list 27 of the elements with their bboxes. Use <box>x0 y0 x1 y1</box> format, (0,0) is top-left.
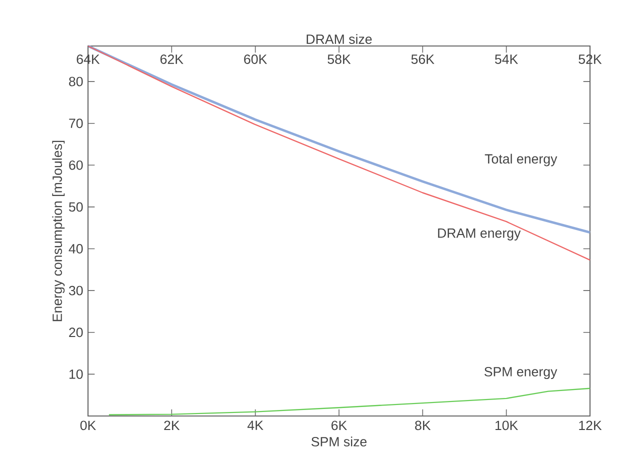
x-tick-label: 6K <box>332 420 348 430</box>
x-tick-label: 8K <box>415 420 431 430</box>
x2-tick-label: 56K <box>411 54 434 64</box>
y-tick-label: 40 <box>68 244 83 254</box>
y-tick-label: 20 <box>69 328 83 338</box>
x2-axis-title: DRAM size <box>306 34 372 44</box>
x-tick-label: 12K <box>579 420 602 430</box>
y-tick-label: 50 <box>69 202 83 212</box>
x-tick-label: 4K <box>248 420 264 430</box>
y-tick-label: 10 <box>69 369 83 379</box>
x2-tick-label: 62K <box>160 54 184 64</box>
y-tick-label: 30 <box>68 286 83 296</box>
x2-tick-label: 58K <box>328 54 351 64</box>
x-tick-label: 0K <box>80 420 96 430</box>
y-tick-label: 80 <box>69 76 83 86</box>
y-axis-title: Energy consumption [mJoules] <box>52 140 65 322</box>
x2-tick-label: 60K <box>244 54 268 64</box>
line-series <box>108 388 591 416</box>
y-tick-label: 70 <box>69 118 83 128</box>
x-axis-title: SPM size <box>311 436 367 446</box>
series-label: SPM energy <box>484 366 558 380</box>
x-tick-label: 10K <box>496 420 518 430</box>
series-label: DRAM energy <box>438 228 521 240</box>
x2-tick-label: 54K <box>495 54 518 64</box>
y-tick-label: 60 <box>69 160 83 170</box>
text: Total energy <box>484 154 558 166</box>
x-tick-label: 2K <box>164 420 180 430</box>
